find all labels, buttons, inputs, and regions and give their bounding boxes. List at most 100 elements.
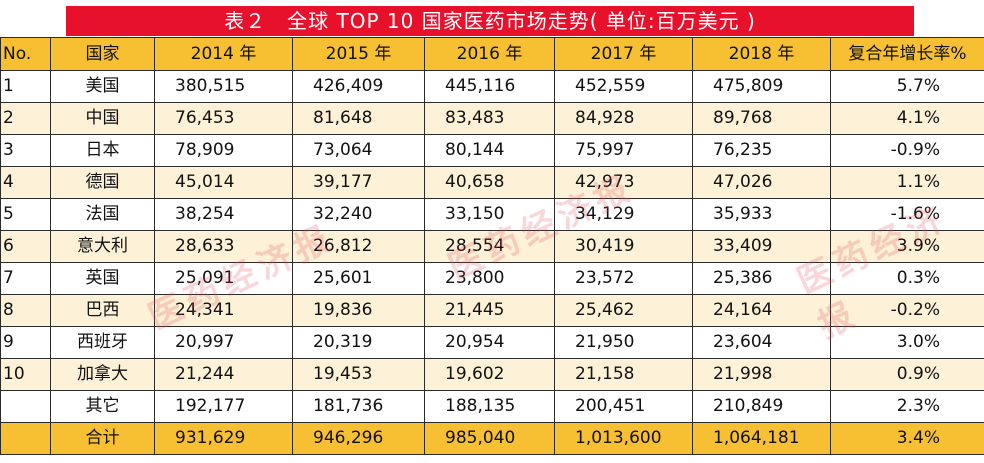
value-2018-cell: 89,768 bbox=[692, 102, 831, 135]
market-table: No. 国家 2014 年 2015 年 2016 年 2017 年 2018 年复合年增长… bbox=[0, 37, 984, 455]
column-header: 2016 年 bbox=[424, 37, 555, 71]
rank-cell bbox=[0, 422, 51, 455]
value-2017-cell: 1,013,600 bbox=[554, 422, 693, 455]
value-2017-cell: 21,158 bbox=[554, 358, 693, 391]
rank-cell: 7 bbox=[0, 262, 51, 295]
cagr-cell: -0.2% bbox=[830, 294, 984, 327]
country-cell: 日本 bbox=[50, 134, 155, 167]
rank-cell: 8 bbox=[0, 294, 51, 327]
value-2016-cell: 445,116 bbox=[424, 70, 555, 103]
column-header: 复合年增长率% bbox=[830, 37, 984, 71]
cagr-cell: 1.1% bbox=[830, 166, 984, 199]
value-2015-cell: 25,601 bbox=[292, 262, 425, 295]
value-2016-cell: 40,658 bbox=[424, 166, 555, 199]
cagr-cell: 3.0% bbox=[830, 326, 984, 359]
table-row: 3 日本 78,909 73,064 80,144 75,997 76,235 -0.9% bbox=[0, 134, 984, 167]
rank-cell: 4 bbox=[0, 166, 51, 199]
value-2016-cell: 188,135 bbox=[424, 390, 555, 423]
value-2015-cell: 20,319 bbox=[292, 326, 425, 359]
value-2018-cell: 76,235 bbox=[692, 134, 831, 167]
cagr-cell: -0.9% bbox=[830, 134, 984, 167]
value-2017-cell: 25,462 bbox=[554, 294, 693, 327]
cagr-cell: 2.3% bbox=[830, 390, 984, 423]
column-header: 2018 年 bbox=[692, 37, 831, 71]
value-2015-cell: 426,409 bbox=[292, 70, 425, 103]
value-2018-cell: 25,386 bbox=[692, 262, 831, 295]
value-2014-cell: 21,244 bbox=[154, 358, 293, 391]
column-header: No. bbox=[0, 37, 51, 71]
cagr-cell: 3.4% bbox=[830, 422, 984, 455]
country-cell: 其它 bbox=[50, 390, 155, 423]
rank-cell bbox=[0, 390, 51, 423]
column-header: 2017 年 bbox=[554, 37, 693, 71]
value-2015-cell: 73,064 bbox=[292, 134, 425, 167]
value-2018-cell: 47,026 bbox=[692, 166, 831, 199]
rank-cell: 2 bbox=[0, 102, 51, 135]
value-2017-cell: 42,973 bbox=[554, 166, 693, 199]
value-2014-cell: 45,014 bbox=[154, 166, 293, 199]
table-row: 其它 192,177 181,736 188,135 200,451 210,849 2.3… bbox=[0, 390, 984, 423]
value-2018-cell: 21,998 bbox=[692, 358, 831, 391]
value-2017-cell: 84,928 bbox=[554, 102, 693, 135]
rank-cell: 10 bbox=[0, 358, 51, 391]
column-header: 2015 年 bbox=[292, 37, 425, 71]
value-2015-cell: 39,177 bbox=[292, 166, 425, 199]
rank-cell: 5 bbox=[0, 198, 51, 231]
header-row: No. 国家 2014 年 2015 年 2016 年 2017 年 2018 年复合年增长… bbox=[0, 37, 984, 71]
country-cell: 合计 bbox=[50, 422, 155, 455]
value-2015-cell: 32,240 bbox=[292, 198, 425, 231]
value-2015-cell: 19,836 bbox=[292, 294, 425, 327]
value-2016-cell: 83,483 bbox=[424, 102, 555, 135]
value-2017-cell: 452,559 bbox=[554, 70, 693, 103]
rank-cell: 3 bbox=[0, 134, 51, 167]
value-2016-cell: 28,554 bbox=[424, 230, 555, 263]
value-2018-cell: 24,164 bbox=[692, 294, 831, 327]
country-cell: 法国 bbox=[50, 198, 155, 231]
value-2014-cell: 931,629 bbox=[154, 422, 293, 455]
country-cell: 德国 bbox=[50, 166, 155, 199]
value-2014-cell: 28,633 bbox=[154, 230, 293, 263]
value-2017-cell: 34,129 bbox=[554, 198, 693, 231]
rank-cell: 6 bbox=[0, 230, 51, 263]
value-2017-cell: 75,997 bbox=[554, 134, 693, 167]
country-cell: 中国 bbox=[50, 102, 155, 135]
value-2016-cell: 80,144 bbox=[424, 134, 555, 167]
value-2016-cell: 19,602 bbox=[424, 358, 555, 391]
country-cell: 美国 bbox=[50, 70, 155, 103]
cagr-cell: 3.9% bbox=[830, 230, 984, 263]
cagr-cell: 0.3% bbox=[830, 262, 984, 295]
value-2014-cell: 20,997 bbox=[154, 326, 293, 359]
value-2016-cell: 21,445 bbox=[424, 294, 555, 327]
country-cell: 加拿大 bbox=[50, 358, 155, 391]
value-2018-cell: 475,809 bbox=[692, 70, 831, 103]
value-2014-cell: 25,091 bbox=[154, 262, 293, 295]
value-2017-cell: 200,451 bbox=[554, 390, 693, 423]
value-2014-cell: 76,453 bbox=[154, 102, 293, 135]
column-header: 2014 年 bbox=[154, 37, 293, 71]
table-row: 1 美国 380,515 426,409 445,116 452,559 475,809 5.… bbox=[0, 70, 984, 103]
value-2018-cell: 33,409 bbox=[692, 230, 831, 263]
table-row: 4 德国 45,014 39,177 40,658 42,973 47,026 1.1% bbox=[0, 166, 984, 199]
rank-cell: 1 bbox=[0, 70, 51, 103]
table-title: 表２ 全球 TOP 10 国家医药市场走势( 单位:百万美元 ) bbox=[66, 6, 914, 36]
value-2016-cell: 20,954 bbox=[424, 326, 555, 359]
country-cell: 英国 bbox=[50, 262, 155, 295]
value-2018-cell: 210,849 bbox=[692, 390, 831, 423]
table-row: 6 意大利 28,633 26,812 28,554 30,419 33,409 3.9% bbox=[0, 230, 984, 263]
value-2014-cell: 24,341 bbox=[154, 294, 293, 327]
country-cell: 巴西 bbox=[50, 294, 155, 327]
table-body: 1 美国 380,515 426,409 445,116 452,559 475,809 5.… bbox=[0, 70, 984, 455]
value-2015-cell: 81,648 bbox=[292, 102, 425, 135]
value-2014-cell: 192,177 bbox=[154, 390, 293, 423]
table-row: 5 法国 38,254 32,240 33,150 34,129 35,933 -1.6% bbox=[0, 198, 984, 231]
table-row: 7 英国 25,091 25,601 23,800 23,572 25,386 0.3% bbox=[0, 262, 984, 295]
value-2017-cell: 23,572 bbox=[554, 262, 693, 295]
value-2015-cell: 181,736 bbox=[292, 390, 425, 423]
value-2015-cell: 26,812 bbox=[292, 230, 425, 263]
country-cell: 意大利 bbox=[50, 230, 155, 263]
value-2015-cell: 19,453 bbox=[292, 358, 425, 391]
value-2014-cell: 78,909 bbox=[154, 134, 293, 167]
value-2016-cell: 33,150 bbox=[424, 198, 555, 231]
table-row: 8 巴西 24,341 19,836 21,445 25,462 24,164 -0.2% bbox=[0, 294, 984, 327]
value-2017-cell: 21,950 bbox=[554, 326, 693, 359]
